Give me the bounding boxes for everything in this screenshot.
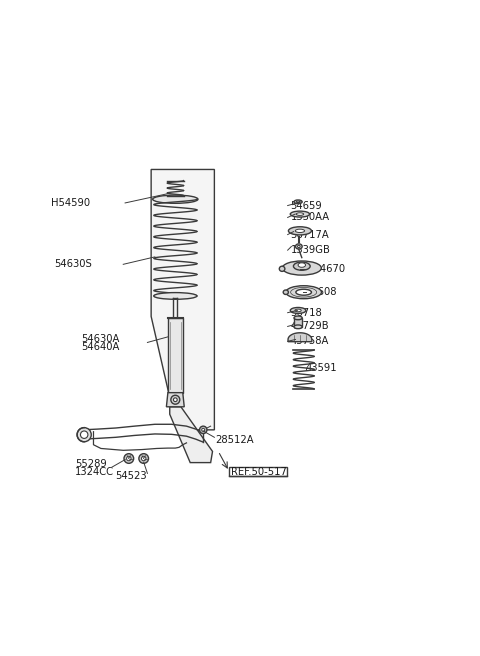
Ellipse shape xyxy=(298,245,300,247)
Text: 43591: 43591 xyxy=(305,363,337,373)
Ellipse shape xyxy=(283,290,288,295)
Polygon shape xyxy=(168,318,183,393)
Ellipse shape xyxy=(282,261,321,275)
Text: 56718: 56718 xyxy=(290,308,323,318)
Text: 1324CC: 1324CC xyxy=(75,467,114,477)
Ellipse shape xyxy=(293,262,310,270)
Ellipse shape xyxy=(296,289,312,295)
Circle shape xyxy=(77,428,91,441)
Polygon shape xyxy=(170,407,213,462)
Ellipse shape xyxy=(294,200,302,203)
Ellipse shape xyxy=(290,211,310,217)
Ellipse shape xyxy=(298,263,306,267)
Ellipse shape xyxy=(286,286,322,298)
Circle shape xyxy=(202,428,204,432)
Ellipse shape xyxy=(154,293,197,299)
Text: 54630S: 54630S xyxy=(54,259,92,270)
Text: 43758A: 43758A xyxy=(290,337,329,346)
Ellipse shape xyxy=(295,309,301,312)
Text: 28512A: 28512A xyxy=(216,435,254,445)
Ellipse shape xyxy=(296,213,304,215)
Circle shape xyxy=(142,457,146,461)
Ellipse shape xyxy=(296,244,302,249)
Circle shape xyxy=(200,426,207,434)
Ellipse shape xyxy=(297,201,300,203)
Circle shape xyxy=(171,396,180,404)
Text: H54590: H54590 xyxy=(50,198,90,208)
Text: 54608: 54608 xyxy=(305,287,337,297)
Circle shape xyxy=(127,457,131,461)
Polygon shape xyxy=(288,333,312,342)
Text: H54670: H54670 xyxy=(305,264,345,274)
Polygon shape xyxy=(151,169,215,430)
Ellipse shape xyxy=(279,266,285,272)
Circle shape xyxy=(81,431,88,438)
Ellipse shape xyxy=(153,195,198,203)
Text: 55289: 55289 xyxy=(75,459,107,470)
Text: 54630A: 54630A xyxy=(81,335,120,344)
Circle shape xyxy=(173,398,177,401)
Ellipse shape xyxy=(294,316,302,319)
Text: 54659: 54659 xyxy=(290,201,323,211)
Polygon shape xyxy=(294,318,302,327)
Text: 1339GB: 1339GB xyxy=(290,245,331,255)
Text: 45729B: 45729B xyxy=(290,321,329,331)
Circle shape xyxy=(124,454,133,463)
Text: 56717A: 56717A xyxy=(290,230,329,239)
FancyBboxPatch shape xyxy=(229,466,287,476)
Text: 54640A: 54640A xyxy=(81,342,120,352)
Text: 1330AA: 1330AA xyxy=(290,213,330,222)
Ellipse shape xyxy=(288,227,312,235)
Ellipse shape xyxy=(295,229,305,232)
Text: REF.50-517: REF.50-517 xyxy=(231,466,287,476)
Text: 54523: 54523 xyxy=(115,472,146,482)
Ellipse shape xyxy=(290,308,306,314)
Polygon shape xyxy=(167,393,184,407)
Circle shape xyxy=(139,454,148,463)
Ellipse shape xyxy=(294,325,302,329)
